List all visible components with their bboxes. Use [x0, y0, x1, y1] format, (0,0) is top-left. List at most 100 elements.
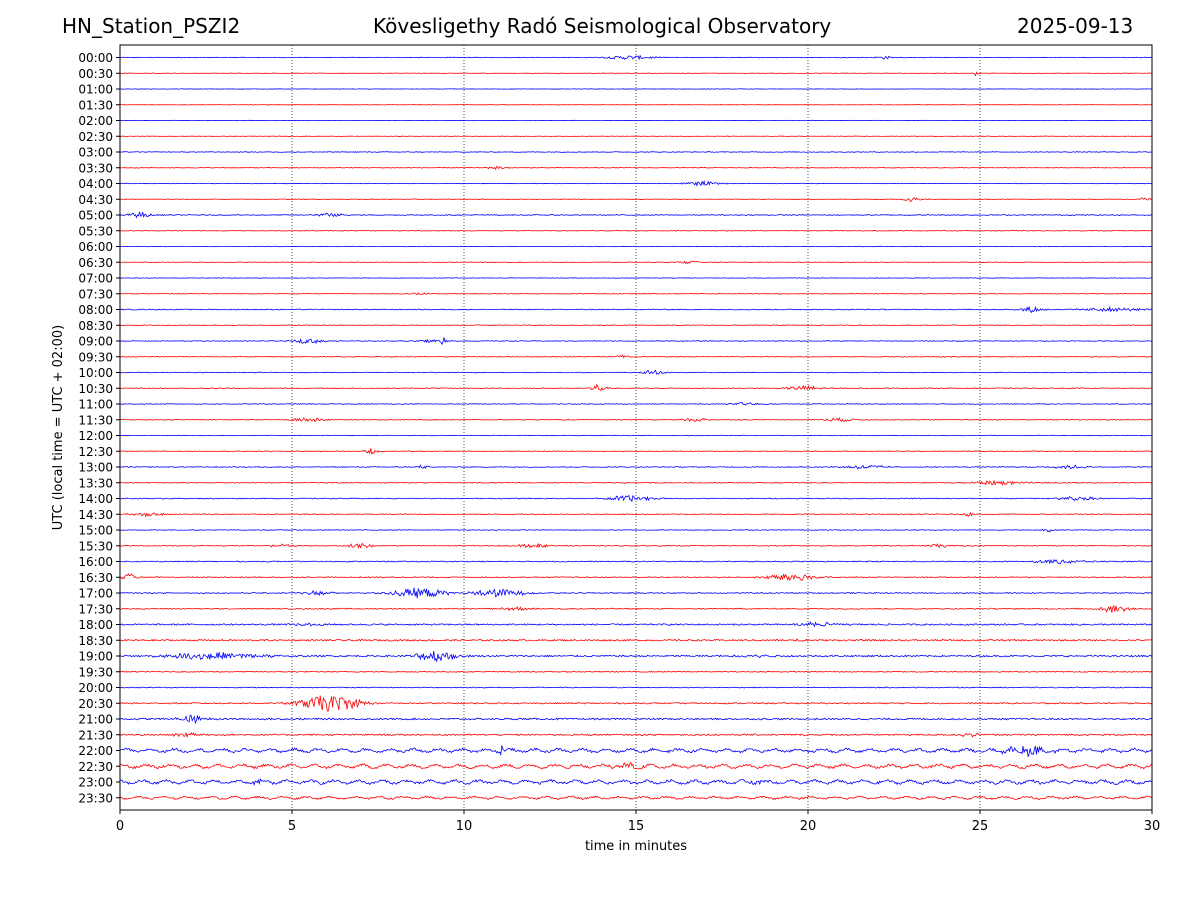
trace-0930: [119, 354, 1153, 359]
trace-1400: [119, 494, 1153, 503]
y-tick-label: 17:00: [78, 587, 113, 601]
y-tick-label: 09:30: [78, 350, 113, 364]
trace-0500: [119, 211, 1153, 219]
trace-1800: [119, 621, 1153, 628]
y-tick-label: 12:30: [78, 445, 113, 459]
trace-1230: [119, 448, 1153, 455]
y-tick-label: 06:00: [78, 240, 113, 254]
trace-0430: [119, 197, 1153, 203]
trace-0400: [119, 179, 1153, 187]
y-tick-label: 20:30: [78, 697, 113, 711]
y-axis-label: UTC (local time = UTC + 02:00): [51, 325, 66, 530]
y-tick-label: 07:00: [78, 272, 113, 286]
trace-0900: [119, 337, 1153, 346]
trace-0030: [119, 71, 1153, 77]
trace-0830: [119, 324, 1153, 327]
trace-2000: [119, 686, 1153, 689]
trace-2300: [119, 777, 1153, 786]
trace-2100: [119, 714, 1153, 725]
y-tick-label: 13:00: [78, 461, 113, 475]
trace-1600: [119, 558, 1153, 565]
y-tick-label: 22:30: [78, 760, 113, 774]
trace-1000: [119, 369, 1153, 375]
y-tick-label: 02:00: [78, 114, 113, 128]
y-tick-label: 12:00: [78, 429, 113, 443]
y-tick-label: 16:00: [78, 555, 113, 569]
trace-0000: [119, 54, 1153, 61]
y-tick-label: 06:30: [78, 256, 113, 270]
trace-0330: [119, 165, 1153, 171]
trace-2330: [119, 795, 1153, 801]
y-tick-label: 11:30: [78, 413, 113, 427]
y-tick-label: 20:00: [78, 681, 113, 695]
gridlines: [291, 45, 981, 810]
y-tick-label: 13:30: [78, 476, 113, 490]
y-tick-label: 21:00: [78, 713, 113, 727]
y-tick-label: 09:00: [78, 335, 113, 349]
x-tick-label: 10: [456, 819, 473, 834]
x-tick-label: 5: [288, 819, 296, 834]
y-tick-label: 14:30: [78, 508, 113, 522]
y-tick-label: 03:30: [78, 161, 113, 175]
trace-0730: [119, 291, 1153, 296]
y-tick-label: 02:30: [78, 130, 113, 144]
trace-2130: [119, 731, 1153, 739]
trace-0700: [119, 277, 1153, 279]
y-tick-label: 05:00: [78, 209, 113, 223]
x-tick-label: 30: [1144, 819, 1161, 834]
trace-2200: [119, 745, 1153, 757]
trace-1100: [119, 401, 1153, 406]
trace-1700: [119, 587, 1153, 599]
x-tick-label: 15: [628, 819, 645, 834]
y-tick-label: 07:30: [78, 287, 113, 301]
y-tick-label: 10:00: [78, 366, 113, 380]
trace-1630: [119, 573, 1153, 582]
y-tick-label: 01:00: [78, 83, 113, 97]
trace-1830: [119, 638, 1153, 642]
trace-1330: [119, 479, 1153, 486]
trace-1730: [119, 605, 1152, 614]
y-tick-label: 11:00: [78, 398, 113, 412]
trace-1930: [119, 670, 1153, 673]
y-tick-label: 16:30: [78, 571, 113, 585]
y-tick-label: 19:30: [78, 665, 113, 679]
observatory-title: Kövesligethy Radó Seismological Observat…: [373, 14, 832, 38]
seismic-traces: [119, 54, 1153, 801]
trace-1500: [119, 528, 1153, 533]
y-tick-label: 00:30: [78, 67, 113, 81]
trace-2230: [119, 761, 1153, 770]
chart-date: 2025-09-13: [1017, 14, 1134, 38]
trace-1200: [119, 434, 1153, 437]
x-axis-label: time in minutes: [585, 839, 687, 854]
y-tick-label: 19:00: [78, 650, 113, 664]
y-tick-label: 17:30: [78, 602, 113, 616]
trace-0300: [119, 151, 1153, 153]
y-tick-label: 18:00: [78, 618, 113, 632]
trace-1030: [119, 383, 1153, 392]
y-tick-label: 08:00: [78, 303, 113, 317]
trace-0530: [119, 229, 1153, 232]
y-tick-label: 10:30: [78, 382, 113, 396]
trace-1900: [119, 650, 1153, 663]
trace-1300: [119, 464, 1153, 470]
y-tick-label: 01:30: [78, 98, 113, 112]
x-tick-label: 20: [800, 819, 817, 834]
y-tick-label: 14:00: [78, 492, 113, 506]
trace-1530: [119, 542, 1153, 549]
trace-0630: [119, 260, 1153, 265]
trace-2030: [119, 695, 1153, 712]
trace-0800: [119, 305, 1153, 314]
x-tick-label: 0: [116, 819, 124, 834]
y-tick-label: 21:30: [78, 728, 113, 742]
y-tick-label: 22:00: [78, 744, 113, 758]
y-tick-label: 08:30: [78, 319, 113, 333]
y-tick-label: 04:30: [78, 193, 113, 207]
y-tick-label: 15:00: [78, 524, 113, 538]
y-tick-label: 23:00: [78, 776, 113, 790]
y-tick-label: 00:00: [78, 51, 113, 65]
y-tick-label: 03:00: [78, 146, 113, 160]
x-tick-label: 25: [972, 819, 989, 834]
trace-1430: [119, 511, 1153, 518]
